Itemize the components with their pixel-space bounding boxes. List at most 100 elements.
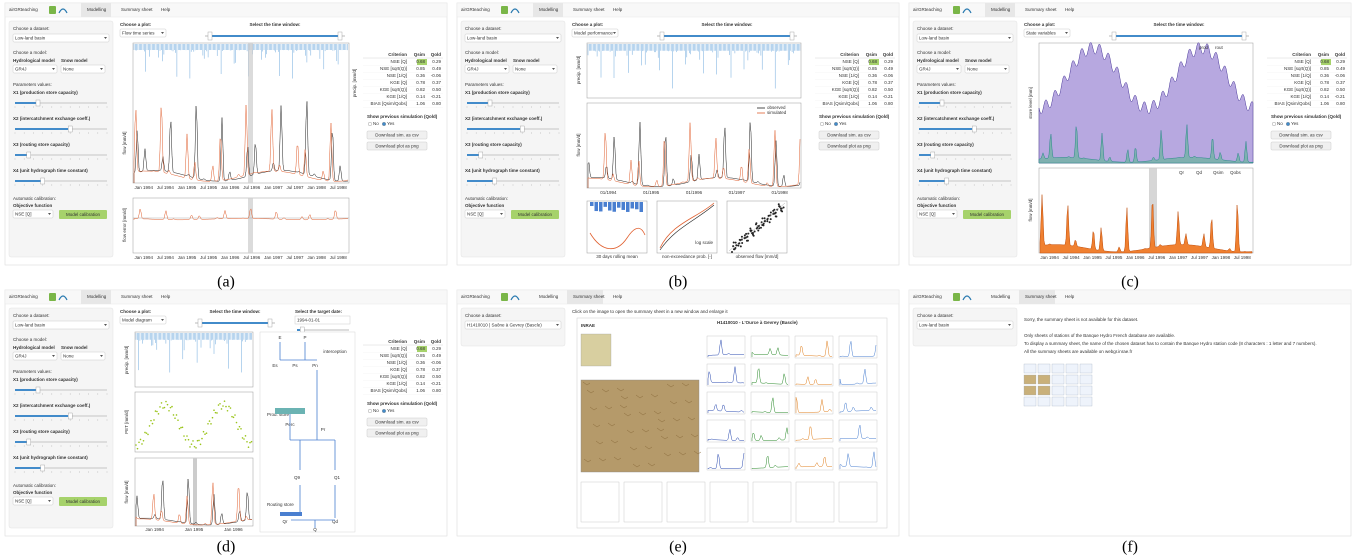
radio[interactable] [382, 408, 387, 413]
objective-select-box[interactable] [464, 209, 506, 219]
radio[interactable] [382, 121, 387, 126]
nav-tab[interactable]: Help [161, 294, 171, 299]
slider-handle[interactable] [26, 151, 31, 159]
flow-line [795, 426, 832, 441]
slider-handle[interactable] [68, 125, 73, 133]
download-label[interactable]: Download plot as png [375, 430, 419, 435]
slider-handle[interactable] [478, 151, 483, 159]
radio[interactable] [1272, 121, 1277, 126]
slider-handle[interactable] [520, 125, 525, 133]
dataset-select-box[interactable] [12, 320, 110, 330]
snow-select-box[interactable] [964, 64, 1010, 74]
slider-handle[interactable] [26, 438, 31, 446]
snow-select-box[interactable] [60, 64, 106, 74]
dataset-select-box[interactable] [464, 320, 562, 330]
nav-tab[interactable]: Help [613, 7, 623, 12]
objective-select-box[interactable] [916, 209, 958, 219]
slider-handle[interactable] [40, 464, 45, 472]
download-label[interactable]: Download plot as png [375, 143, 419, 148]
dataset-select-box[interactable] [916, 33, 1014, 43]
download-label[interactable]: Download sim. as csv [375, 132, 419, 137]
slider-handle[interactable] [930, 151, 935, 159]
download-button[interactable] [818, 141, 880, 151]
slider-handle[interactable] [1241, 31, 1247, 41]
download-button[interactable] [818, 130, 880, 140]
nav-tab[interactable]: Modelling [87, 7, 107, 12]
slider-handle[interactable] [68, 412, 73, 420]
nav-tab[interactable]: Modelling [991, 294, 1011, 299]
slider-handle[interactable] [659, 31, 665, 41]
plot-select-box[interactable] [119, 315, 167, 325]
calibration-button-label[interactable]: Model calibration [66, 212, 101, 217]
calibration-button-label[interactable]: Model calibration [518, 212, 553, 217]
calibration-button-label[interactable]: Model calibration [66, 499, 101, 504]
date-box[interactable] [294, 315, 351, 325]
nav-tab[interactable]: Summary sheet [573, 7, 605, 12]
download-button[interactable] [366, 428, 428, 438]
plot-select-box[interactable] [571, 28, 619, 38]
radio[interactable] [368, 408, 373, 413]
nav-tab[interactable]: Summary sheet [121, 294, 153, 299]
dataset-select-box[interactable] [12, 33, 110, 43]
nav-tab[interactable]: Modelling [87, 294, 107, 299]
nav-tab[interactable]: Help [1065, 294, 1075, 299]
pet-point [232, 416, 235, 419]
slider-handle[interactable] [337, 31, 343, 41]
download-label[interactable]: Download sim. as csv [375, 419, 419, 424]
slider-handle[interactable] [35, 99, 41, 107]
download-button[interactable] [366, 130, 428, 140]
download-label[interactable]: Download plot as png [827, 143, 871, 148]
download-label[interactable]: Download sim. as csv [827, 132, 871, 137]
nav-tab[interactable]: Summary sheet [1025, 7, 1057, 12]
calibration-button[interactable] [59, 210, 107, 219]
model-select-box[interactable] [916, 64, 962, 74]
slider-handle[interactable] [267, 318, 273, 328]
slider-handle[interactable] [35, 386, 41, 394]
nav-tab[interactable]: Summary sheet [573, 294, 605, 299]
nav-tab[interactable]: Summary sheet [121, 7, 153, 12]
plot-select-box[interactable] [1023, 28, 1071, 38]
download-button[interactable] [366, 141, 428, 151]
radio[interactable] [1286, 121, 1291, 126]
dataset-select-box[interactable] [464, 33, 562, 43]
slider-handle[interactable] [944, 177, 949, 185]
slider-handle[interactable] [487, 99, 493, 107]
radio[interactable] [834, 121, 839, 126]
plot-select-box[interactable] [119, 28, 167, 38]
nav-tab[interactable]: Summary sheet [1025, 294, 1057, 299]
nav-tab[interactable]: Modelling [991, 7, 1011, 12]
snow-select-box[interactable] [512, 64, 558, 74]
radio[interactable] [368, 121, 373, 126]
slider-handle[interactable] [197, 318, 203, 328]
slider-handle[interactable] [492, 177, 497, 185]
calibration-button-label[interactable]: Model calibration [970, 212, 1005, 217]
nav-tab[interactable]: Modelling [539, 7, 559, 12]
model-select-box[interactable] [12, 351, 58, 361]
download-label[interactable]: Download plot as png [1279, 143, 1323, 148]
slider-handle[interactable] [972, 125, 977, 133]
calibration-button[interactable] [963, 210, 1011, 219]
slider-handle[interactable] [207, 31, 213, 41]
nav-tab[interactable]: Help [161, 7, 171, 12]
slider-handle[interactable] [40, 177, 45, 185]
slider-handle[interactable] [1111, 31, 1117, 41]
radio[interactable] [820, 121, 825, 126]
download-button[interactable] [1270, 141, 1332, 151]
download-label[interactable]: Download sim. as csv [1279, 132, 1323, 137]
download-button[interactable] [366, 417, 428, 427]
objective-select-box[interactable] [12, 496, 54, 506]
calibration-button[interactable] [511, 210, 559, 219]
nav-tab[interactable]: Help [613, 294, 623, 299]
snow-select-box[interactable] [60, 351, 106, 361]
slider-handle[interactable] [789, 31, 795, 41]
slider-handle[interactable] [939, 99, 945, 107]
download-button[interactable] [1270, 130, 1332, 140]
nav-tab[interactable]: Modelling [539, 294, 559, 299]
objective-select-box[interactable] [12, 209, 54, 219]
nav-tab[interactable]: Help [1065, 7, 1075, 12]
axis-label: store level [mm] [1028, 87, 1033, 119]
dataset-select-box[interactable] [916, 320, 1014, 330]
model-select-box[interactable] [464, 64, 510, 74]
calibration-button[interactable] [59, 497, 107, 506]
model-select-box[interactable] [12, 64, 58, 74]
